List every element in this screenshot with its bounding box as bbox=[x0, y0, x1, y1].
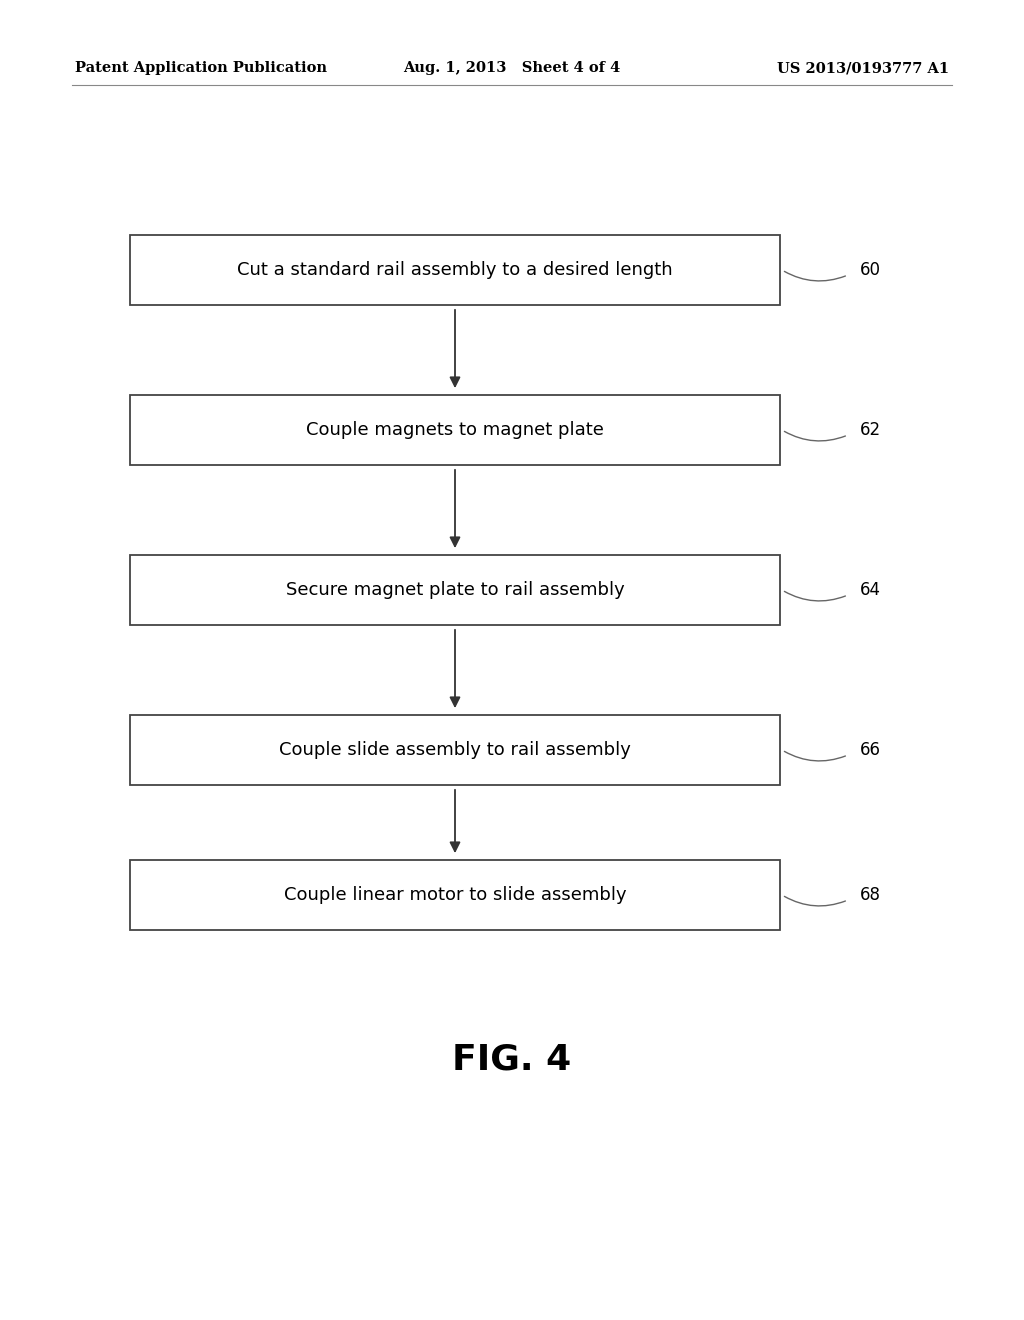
Text: Secure magnet plate to rail assembly: Secure magnet plate to rail assembly bbox=[286, 581, 625, 599]
Bar bbox=[130, 554, 780, 624]
Bar bbox=[130, 395, 780, 465]
Bar bbox=[130, 715, 780, 785]
Text: 66: 66 bbox=[860, 741, 881, 759]
Bar bbox=[130, 861, 780, 931]
Text: 64: 64 bbox=[860, 581, 881, 599]
Text: Cut a standard rail assembly to a desired length: Cut a standard rail assembly to a desire… bbox=[238, 261, 673, 279]
Bar bbox=[130, 235, 780, 305]
Text: Couple linear motor to slide assembly: Couple linear motor to slide assembly bbox=[284, 886, 627, 904]
Text: Aug. 1, 2013   Sheet 4 of 4: Aug. 1, 2013 Sheet 4 of 4 bbox=[403, 61, 621, 75]
Text: 62: 62 bbox=[860, 421, 881, 440]
Text: FIG. 4: FIG. 4 bbox=[453, 1043, 571, 1077]
Text: Couple magnets to magnet plate: Couple magnets to magnet plate bbox=[306, 421, 604, 440]
Text: Patent Application Publication: Patent Application Publication bbox=[75, 61, 327, 75]
Text: 60: 60 bbox=[860, 261, 881, 279]
Text: 68: 68 bbox=[860, 886, 881, 904]
Text: US 2013/0193777 A1: US 2013/0193777 A1 bbox=[777, 61, 949, 75]
Text: Couple slide assembly to rail assembly: Couple slide assembly to rail assembly bbox=[280, 741, 631, 759]
